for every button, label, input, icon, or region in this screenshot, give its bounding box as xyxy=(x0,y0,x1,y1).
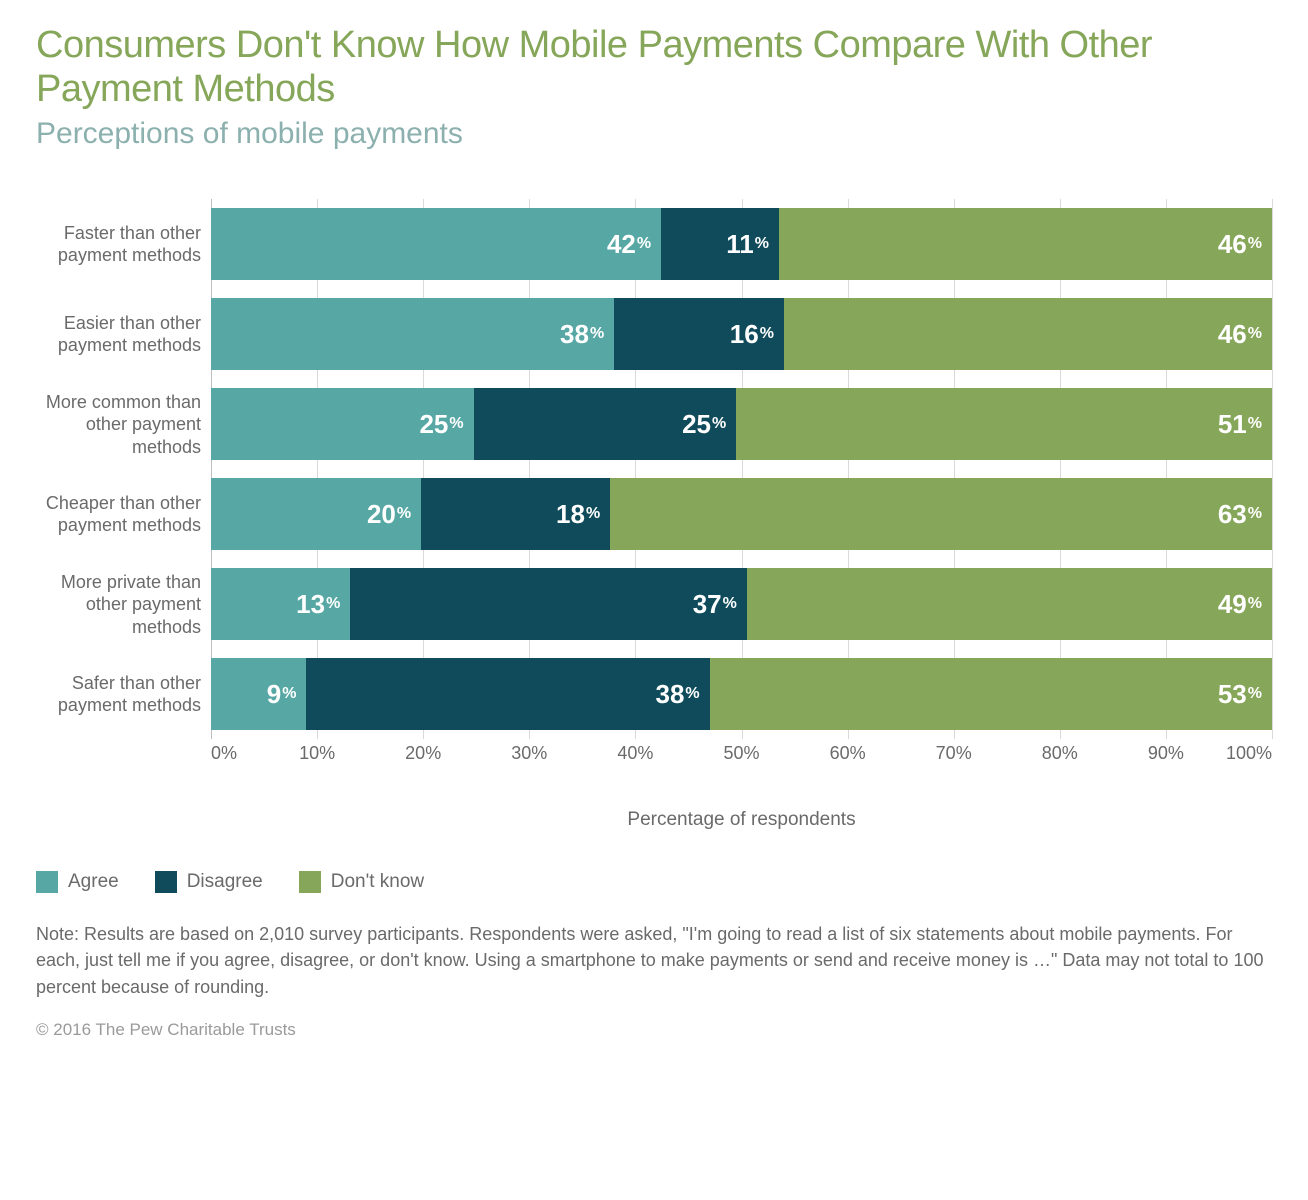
category-label: More common than other payment methods xyxy=(36,379,211,469)
bar-segment-agree: 42% xyxy=(211,208,661,280)
stacked-bar: 42%11%46% xyxy=(211,208,1272,280)
stacked-bar: 25%25%51% xyxy=(211,388,1272,460)
category-label: More private than other payment methods xyxy=(36,559,211,649)
bar-segment-dont_know: 49% xyxy=(747,568,1272,640)
legend-swatch xyxy=(36,871,58,893)
bar-row: 20%18%63% xyxy=(211,469,1272,559)
chart-title: Consumers Don't Know How Mobile Payments… xyxy=(36,24,1272,111)
bar-row: 42%11%46% xyxy=(211,199,1272,289)
x-tick-label: 80% xyxy=(1042,743,1078,764)
bar-segment-dont_know: 63% xyxy=(610,478,1272,550)
legend-item: Disagree xyxy=(155,871,263,893)
bar-row: 25%25%51% xyxy=(211,379,1272,469)
x-tick-label: 40% xyxy=(617,743,653,764)
legend-label: Agree xyxy=(68,871,119,893)
x-tick-label: 60% xyxy=(830,743,866,764)
stacked-bar-chart: Faster than other payment methodsEasier … xyxy=(36,199,1272,831)
bar-segment-dont_know: 46% xyxy=(784,298,1272,370)
category-label: Easier than other payment methods xyxy=(36,289,211,379)
bar-segment-dont_know: 51% xyxy=(736,388,1272,460)
x-tick-label: 10% xyxy=(299,743,335,764)
bar-row: 9%38%53% xyxy=(211,649,1272,739)
bar-segment-agree: 38% xyxy=(211,298,614,370)
x-tick-label: 70% xyxy=(936,743,972,764)
chart-note: Note: Results are based on 2,010 survey … xyxy=(36,921,1272,999)
stacked-bar: 13%37%49% xyxy=(211,568,1272,640)
bar-segment-agree: 20% xyxy=(211,478,421,550)
bar-row: 38%16%46% xyxy=(211,289,1272,379)
category-label: Faster than other payment methods xyxy=(36,199,211,289)
x-tick-label: 100% xyxy=(1226,743,1272,764)
copyright: © 2016 The Pew Charitable Trusts xyxy=(36,1020,1272,1040)
legend-item: Don't know xyxy=(299,871,424,893)
bar-segment-agree: 13% xyxy=(211,568,350,640)
x-tick-label: 50% xyxy=(723,743,759,764)
x-tick-label: 90% xyxy=(1148,743,1184,764)
gridline xyxy=(1272,199,1273,739)
bar-segment-agree: 9% xyxy=(211,658,306,730)
category-label: Cheaper than other payment methods xyxy=(36,469,211,559)
legend-swatch xyxy=(155,871,177,893)
legend-label: Don't know xyxy=(331,871,424,893)
stacked-bar: 38%16%46% xyxy=(211,298,1272,370)
bar-segment-disagree: 25% xyxy=(474,388,737,460)
x-tick-label: 20% xyxy=(405,743,441,764)
legend-swatch xyxy=(299,871,321,893)
bar-segment-disagree: 18% xyxy=(421,478,610,550)
bar-segment-agree: 25% xyxy=(211,388,474,460)
chart-subtitle: Perceptions of mobile payments xyxy=(36,117,1272,151)
legend: Agree Disagree Don't know xyxy=(36,871,1272,893)
legend-item: Agree xyxy=(36,871,119,893)
bar-segment-dont_know: 53% xyxy=(710,658,1272,730)
category-label: Safer than other payment methods xyxy=(36,649,211,739)
bar-segment-disagree: 16% xyxy=(614,298,784,370)
y-axis-labels: Faster than other payment methodsEasier … xyxy=(36,199,211,831)
x-axis-title: Percentage of respondents xyxy=(211,809,1272,831)
x-axis: 0% 10% 20% 30% 40% 50% 60% 70% 80% 90% 100% xyxy=(211,743,1272,779)
stacked-bar: 9%38%53% xyxy=(211,658,1272,730)
stacked-bar: 20%18%63% xyxy=(211,478,1272,550)
legend-label: Disagree xyxy=(187,871,263,893)
bar-row: 13%37%49% xyxy=(211,559,1272,649)
x-tick-label: 0% xyxy=(211,743,237,764)
bar-segment-disagree: 38% xyxy=(306,658,709,730)
bar-segment-dont_know: 46% xyxy=(779,208,1272,280)
bar-segment-disagree: 11% xyxy=(661,208,779,280)
x-tick-label: 30% xyxy=(511,743,547,764)
bar-segment-disagree: 37% xyxy=(350,568,747,640)
plot-area: 42%11%46%38%16%46%25%25%51%20%18%63%13%3… xyxy=(211,199,1272,739)
